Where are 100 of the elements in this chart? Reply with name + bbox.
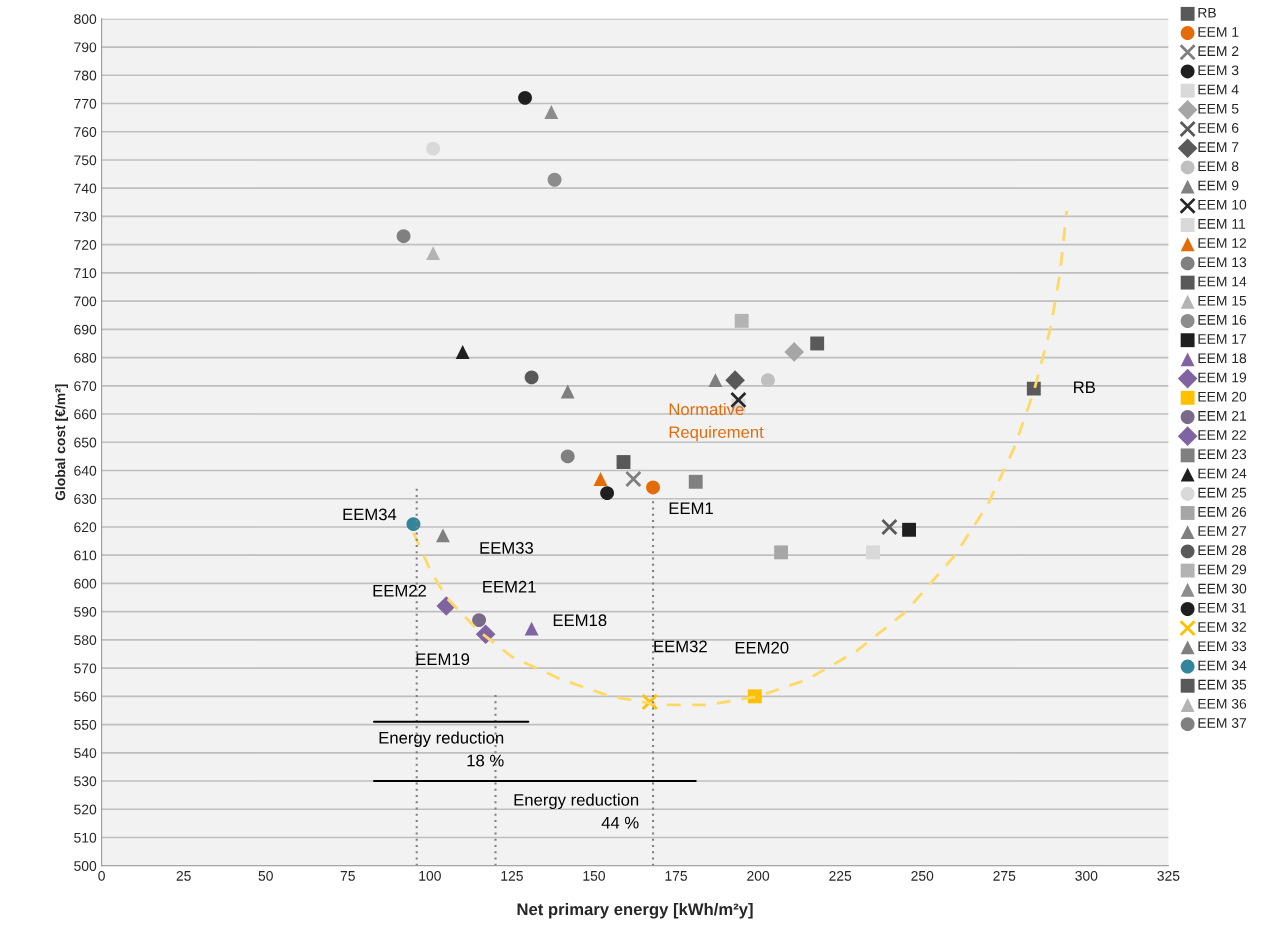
point xyxy=(881,518,898,536)
legend-label: EEM 6 xyxy=(1198,122,1239,133)
legend-label: EEM 16 xyxy=(1198,314,1247,325)
point xyxy=(1026,381,1041,396)
legend-label: EEM 33 xyxy=(1198,641,1247,652)
legend-label: EEM 21 xyxy=(1198,410,1247,421)
x-tick-label: 250 xyxy=(911,870,934,881)
legend-label: EEM 27 xyxy=(1198,526,1247,536)
legend-label: EEM 1 xyxy=(1198,27,1239,37)
y-tick-label: 730 xyxy=(74,211,97,222)
point xyxy=(406,517,421,532)
legend-label: EEM 8 xyxy=(1198,161,1239,172)
legend-label: EEM 17 xyxy=(1198,334,1247,344)
point xyxy=(616,455,631,469)
x-tick-label: 150 xyxy=(583,870,606,881)
x-tick-label: 325 xyxy=(1157,870,1180,881)
x-tick-label: 125 xyxy=(501,870,523,881)
legend-label: EEM 28 xyxy=(1198,545,1247,556)
y-tick-label: 520 xyxy=(74,804,97,815)
annotation: EEM22 xyxy=(373,584,426,597)
y-tick-label: 800 xyxy=(74,14,97,24)
point xyxy=(625,470,642,488)
point xyxy=(396,229,411,244)
legend-label: EEM 3 xyxy=(1198,65,1239,76)
y-tick-label: 580 xyxy=(74,635,97,646)
point xyxy=(688,474,703,489)
x-tick-label: 100 xyxy=(419,870,441,881)
x-axis-title: Net primary energy [kWh/m²y] xyxy=(517,902,753,919)
legend-label: EEM 24 xyxy=(1198,468,1247,479)
y-tick-label: 620 xyxy=(74,522,97,533)
annotation: RB xyxy=(1074,381,1095,393)
legend-label: EEM 36 xyxy=(1198,698,1247,709)
point xyxy=(747,689,762,704)
annotation: EEM21 xyxy=(483,580,536,593)
point xyxy=(518,90,532,105)
legend-label: EEM 18 xyxy=(1198,353,1247,364)
x-tick-label: 50 xyxy=(258,870,273,881)
x-tick-label: 275 xyxy=(993,870,1016,881)
annotation: Normative Requirement xyxy=(669,403,764,442)
legend-label: RB xyxy=(1198,7,1216,18)
point xyxy=(524,370,539,385)
legend-label: EEM 32 xyxy=(1198,622,1247,632)
legend-label: EEM 22 xyxy=(1198,430,1247,440)
y-tick-label: 790 xyxy=(74,42,97,53)
point xyxy=(426,141,441,156)
legend-label: EEM 4 xyxy=(1198,84,1239,95)
legend-label: EEM 12 xyxy=(1198,238,1247,248)
point xyxy=(547,172,562,187)
legend-label: EEM 19 xyxy=(1198,372,1247,383)
y-tick-label: 660 xyxy=(74,409,97,420)
point xyxy=(524,621,539,636)
annotation: EEM34 xyxy=(343,508,397,521)
y-tick-label: 500 xyxy=(74,861,97,871)
y-tick-label: 680 xyxy=(74,352,97,363)
point xyxy=(725,370,745,390)
y-tick-label: 510 xyxy=(74,832,97,843)
point xyxy=(560,449,575,464)
x-tick-label: 300 xyxy=(1075,870,1098,881)
point xyxy=(708,373,723,388)
y-tick-label: 550 xyxy=(74,719,97,730)
legend-label: EEM 5 xyxy=(1198,103,1239,114)
legend-label: EEM 20 xyxy=(1198,391,1247,402)
y-tick-label: 690 xyxy=(74,324,97,335)
x-tick-label: 75 xyxy=(340,871,355,881)
annotation: EEM33 xyxy=(480,541,534,554)
y-tick-label: 710 xyxy=(74,268,97,279)
y-tick-label: 540 xyxy=(74,748,97,758)
x-tick-label: 225 xyxy=(829,870,852,881)
y-tick-label: 650 xyxy=(74,437,97,448)
y-tick-label: 720 xyxy=(74,239,97,250)
legend-label: EEM 30 xyxy=(1198,583,1247,594)
annotation: EEM32 xyxy=(654,640,707,653)
point xyxy=(472,613,487,628)
y-tick-label: 600 xyxy=(74,578,97,589)
y-tick-label: 750 xyxy=(74,155,97,166)
legend-label: EEM 15 xyxy=(1198,295,1247,306)
annotation: EEM18 xyxy=(553,614,607,627)
point xyxy=(544,105,559,119)
y-tick-label: 560 xyxy=(74,691,97,702)
point xyxy=(810,336,825,351)
annotation: Energy reduction 44 % xyxy=(514,793,639,829)
point xyxy=(646,480,660,495)
point xyxy=(866,545,880,560)
point xyxy=(560,384,575,399)
legend-label: EEM 9 xyxy=(1198,180,1239,191)
legend-label: EEM 23 xyxy=(1198,449,1247,460)
y-tick-label: 700 xyxy=(74,296,97,307)
y-tick-label: 770 xyxy=(74,98,97,109)
point xyxy=(426,246,441,261)
legend-label: EEM 37 xyxy=(1198,718,1247,728)
point xyxy=(436,528,450,543)
legend-label: EEM 34 xyxy=(1198,660,1247,671)
legend-label: EEM 29 xyxy=(1198,564,1247,575)
legend-label: EEM 26 xyxy=(1198,506,1247,517)
y-tick-label: 780 xyxy=(74,70,97,81)
x-tick-label: 175 xyxy=(665,871,688,881)
y-tick-label: 570 xyxy=(74,663,97,674)
point xyxy=(761,373,775,388)
legend-label: EEM 2 xyxy=(1198,46,1239,56)
legend-label: EEM 25 xyxy=(1198,487,1247,498)
